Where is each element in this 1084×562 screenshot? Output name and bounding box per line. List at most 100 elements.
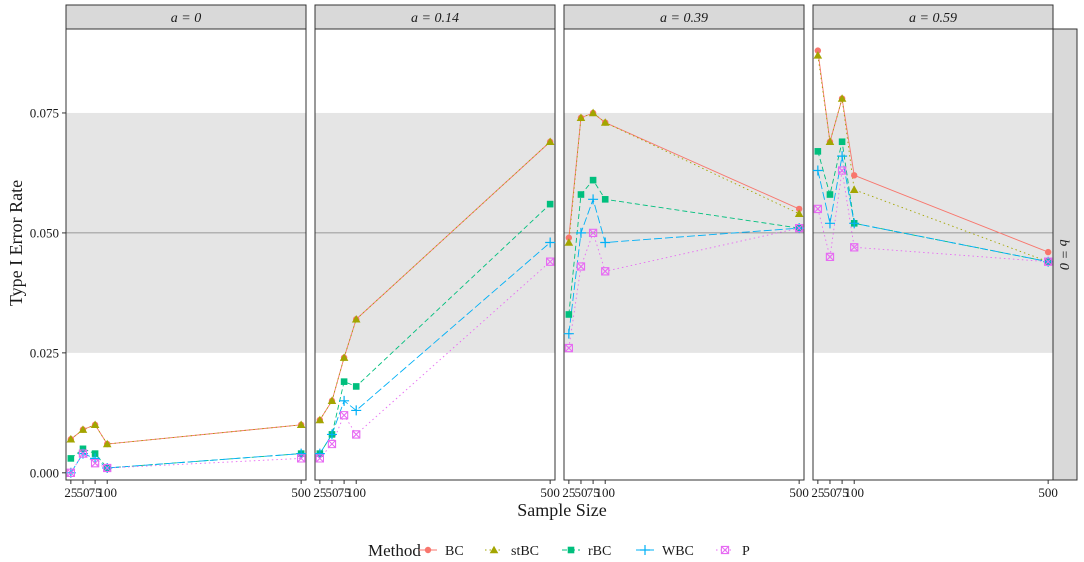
point-P-50	[576, 262, 586, 271]
legend-item-BC: BC	[419, 544, 464, 559]
x-tick-label: 75	[338, 485, 351, 500]
legend-label: P	[742, 544, 750, 559]
point-stBC-500	[545, 137, 555, 145]
x-axis-title: Sample Size	[517, 500, 606, 520]
x-tick-label: 500	[291, 485, 311, 500]
point-P-500	[297, 454, 306, 463]
point-P-25	[813, 204, 822, 214]
point-P-500	[795, 223, 804, 233]
x-tick-label: 500	[1038, 485, 1058, 500]
point-stBC-25	[564, 238, 574, 246]
point-rBC-50	[577, 191, 585, 198]
y-axis-title: Type I Error Rate	[6, 180, 26, 306]
point-stBC-25	[315, 415, 325, 424]
point-BC-100	[851, 172, 858, 179]
point-stBC-100	[102, 439, 112, 448]
point-WBC-50	[326, 429, 337, 440]
legend-key-marker	[720, 545, 730, 555]
point-stBC-75	[90, 420, 100, 429]
point-WBC-75	[90, 453, 101, 464]
point-stBC-100	[849, 185, 859, 193]
y-tick-label: 0.050	[30, 225, 59, 240]
legend-label: rBC	[588, 544, 611, 559]
point-rBC-75	[838, 138, 846, 146]
point-stBC-75	[588, 108, 598, 117]
point-WBC-25	[563, 328, 574, 339]
x-tick-label: 50	[325, 485, 338, 500]
point-stBC-75	[339, 353, 349, 361]
point-BC-25	[814, 47, 822, 54]
x-tick-label: 75	[587, 485, 600, 500]
point-P-75	[339, 411, 349, 420]
point-WBC-50	[575, 227, 586, 238]
point-rBC-100	[352, 383, 360, 390]
x-tick-label: 100	[844, 485, 864, 500]
point-rBC-25	[814, 148, 822, 155]
point-rBC-75	[340, 378, 348, 385]
x-tick-label: 500	[540, 485, 560, 500]
x-tick-label: 100	[97, 485, 117, 500]
point-WBC-100	[600, 237, 611, 248]
point-stBC-50	[78, 425, 88, 433]
point-P-25	[315, 454, 324, 463]
point-WBC-500	[545, 237, 556, 248]
row-strip-label: b = 0	[1056, 239, 1071, 269]
point-WBC-500	[296, 448, 307, 459]
point-P-100	[103, 463, 112, 473]
x-tick-label: 75	[89, 485, 102, 500]
point-P-75	[90, 459, 100, 468]
point-P-100	[352, 430, 361, 439]
point-P-50	[327, 439, 337, 449]
point-stBC-50	[825, 137, 835, 145]
point-WBC-75	[837, 151, 848, 162]
point-P-50	[825, 252, 835, 262]
strip-label: a = 0	[171, 11, 201, 26]
point-rBC-500	[546, 200, 554, 208]
point-WBC-25	[314, 448, 325, 459]
series-line-stBC	[817, 55, 1049, 263]
series-line-stBC	[568, 112, 800, 243]
x-tick-label: 25	[562, 485, 575, 500]
point-WBC-50	[824, 218, 835, 229]
legend-item-WBC: WBC	[636, 544, 694, 559]
x-tick-label: 100	[346, 485, 366, 500]
y-tick-label: 0.025	[30, 345, 59, 360]
series-line-P	[817, 170, 1049, 263]
legend-title: Method	[368, 541, 421, 560]
point-P-100	[850, 243, 859, 252]
point-WBC-100	[849, 218, 860, 229]
legend-key-marker	[567, 546, 575, 554]
legend-label: WBC	[662, 544, 694, 559]
point-rBC-75	[589, 176, 597, 184]
point-stBC-500	[794, 209, 804, 217]
x-tick-label: 50	[76, 485, 89, 500]
x-tick-label: 50	[823, 485, 836, 500]
legend-item-stBC: stBC	[485, 544, 539, 559]
point-WBC-25	[812, 165, 823, 176]
point-stBC-100	[600, 118, 610, 126]
y-tick-label: 0.000	[30, 465, 59, 480]
strip-background	[65, 4, 307, 30]
point-WBC-100	[351, 405, 362, 416]
strip-label: a = 0.59	[909, 11, 957, 26]
point-stBC-75	[837, 94, 847, 102]
legend-label: stBC	[511, 544, 539, 559]
x-tick-label: 50	[574, 485, 587, 500]
point-stBC-50	[576, 113, 586, 121]
point-P-75	[837, 166, 847, 175]
x-tick-label: 25	[811, 485, 824, 500]
point-P-500	[1044, 257, 1053, 266]
point-stBC-25	[66, 434, 76, 443]
point-BC-500	[1044, 248, 1052, 256]
point-P-100	[601, 267, 610, 276]
x-tick-label: 25	[64, 485, 77, 500]
point-rBC-50	[826, 191, 834, 198]
legend-key-marker	[424, 546, 432, 554]
x-tick-label: 25	[313, 485, 326, 500]
point-P-75	[588, 228, 598, 238]
point-stBC-100	[351, 314, 361, 323]
